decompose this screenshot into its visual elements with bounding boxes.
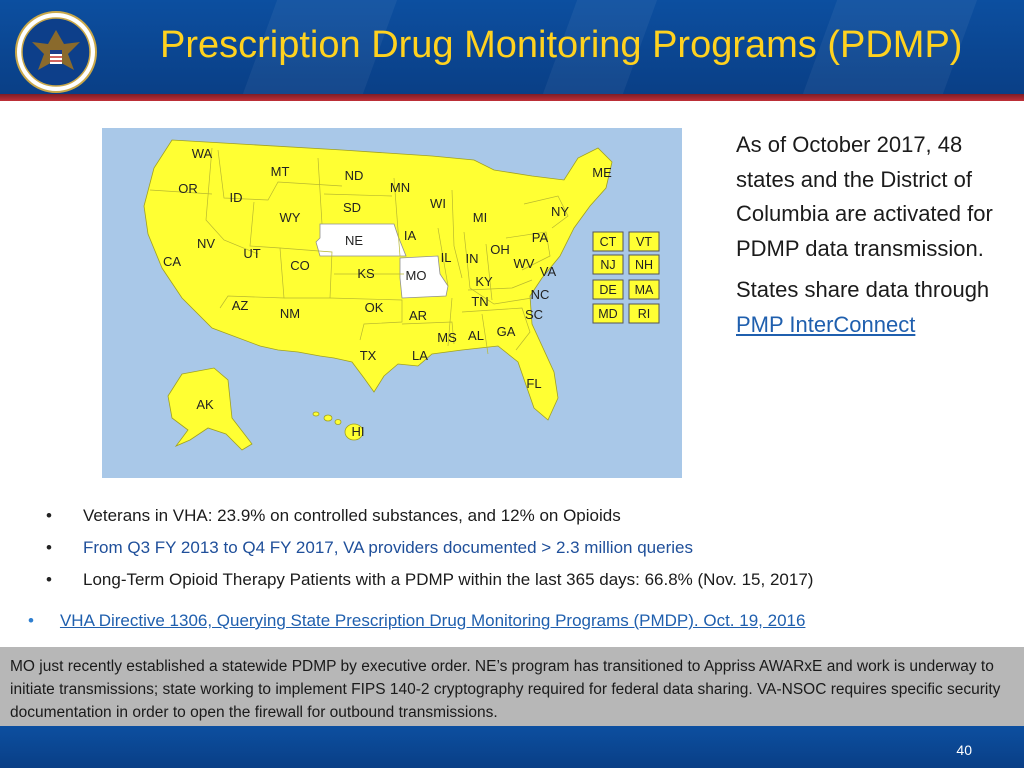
state-label-sc: SC [525,307,543,322]
state-label-tx: TX [360,348,377,363]
state-label-tn: TN [471,294,488,309]
side-summary: As of October 2017, 48 states and the Di… [736,128,1006,342]
box-md [592,303,624,324]
state-label-il: IL [441,250,452,265]
state-label-mi: MI [473,210,487,225]
state-label-oh: OH [490,242,510,257]
pdmp-us-map: WA OR CA ID NV MT WY UT AZ CO NM ND SD N… [102,128,682,478]
hawaii-island [334,419,342,425]
alaska-shape [167,367,253,451]
box-ri [628,303,660,324]
state-mo-shape [399,255,449,299]
list-item: Veterans in VHA: 23.9% on controlled sub… [46,503,813,535]
state-label-mt: MT [271,164,290,179]
box-nh [628,254,660,275]
box-vt [628,231,660,252]
hawaii-island [312,411,320,417]
state-label-ia: IA [404,228,417,243]
pmp-interconnect-link[interactable]: PMP InterConnect [736,311,916,337]
state-label-nm: NM [280,306,300,321]
state-label-ms: MS [437,330,457,345]
box-ma [628,279,660,300]
state-label-la: LA [412,348,428,363]
box-label-md: MD [598,307,617,321]
state-label-co: CO [290,258,310,273]
state-label-id: ID [230,190,243,205]
state-label-al: AL [468,328,484,343]
state-label-wv: WV [514,256,535,271]
box-de [592,279,624,300]
note-box: MO just recently established a statewide… [0,647,1024,726]
page-number: 40 [956,742,972,758]
list-item: From Q3 FY 2013 to Q4 FY 2017, VA provid… [46,535,813,567]
page-title: Prescription Drug Monitoring Programs (P… [160,24,963,66]
state-label-ne: NE [345,233,363,248]
state-label-ga: GA [497,324,516,339]
state-label-me: ME [592,165,612,180]
hawaii-island [323,414,333,422]
state-label-nd: ND [345,168,364,183]
state-label-sd: SD [343,200,361,215]
box-label-nh: NH [635,258,653,272]
vha-directive-link[interactable]: VHA Directive 1306, Querying State Presc… [59,611,806,630]
hawaii-island [344,423,364,441]
state-label-in: IN [466,251,479,266]
state-ne-shape [315,223,407,257]
state-label-wa: WA [192,146,213,161]
state-label-ar: AR [409,308,427,323]
va-seal-logo [15,11,97,93]
directive-item: • VHA Directive 1306, Querying State Pres… [28,608,805,634]
state-label-ak: AK [196,397,214,412]
bullet-dot: • [28,611,34,630]
state-label-wi: WI [430,196,446,211]
state-label-fl: FL [526,376,541,391]
state-label-hi: HI [352,424,365,439]
pdmp-status-text: As of October 2017, 48 states and the Di… [736,132,993,261]
header-accent-band [0,94,1024,101]
state-label-or: OR [178,181,198,196]
box-label-ri: RI [638,307,651,321]
box-label-de: DE [599,283,616,297]
data-sharing-text: States share data through PMP InterConne… [736,273,1006,342]
box-label-ma: MA [635,283,654,297]
slide-header: Prescription Drug Monitoring Programs (P… [0,0,1024,94]
state-label-ny: NY [551,204,569,219]
box-ct [592,231,624,252]
state-label-mn: MN [390,180,410,195]
box-label-ct: CT [600,235,617,249]
list-item: Long-Term Opioid Therapy Patients with a… [46,567,813,599]
slide-footer: 40 [0,726,1024,768]
state-label-va: VA [540,264,557,279]
state-label-az: AZ [232,298,249,313]
box-nj [592,254,624,275]
us-map-svg: WA OR CA ID NV MT WY UT AZ CO NM ND SD N… [143,139,660,451]
data-sharing-prefix: States share data through [736,277,990,302]
state-label-ca: CA [163,254,181,269]
state-label-pa: PA [532,230,549,245]
state-label-ut: UT [243,246,260,261]
box-label-vt: VT [636,235,652,249]
state-label-mo: MO [406,268,427,283]
stats-bullet-list: Veterans in VHA: 23.9% on controlled sub… [46,503,813,599]
state-label-nv: NV [197,236,215,251]
box-label-nj: NJ [600,258,615,272]
state-label-ks: KS [357,266,375,281]
state-label-ok: OK [365,300,384,315]
state-label-ky: KY [475,274,493,289]
state-label-wy: WY [280,210,301,225]
contiguous-us-shape [143,139,613,421]
state-label-nc: NC [531,287,550,302]
